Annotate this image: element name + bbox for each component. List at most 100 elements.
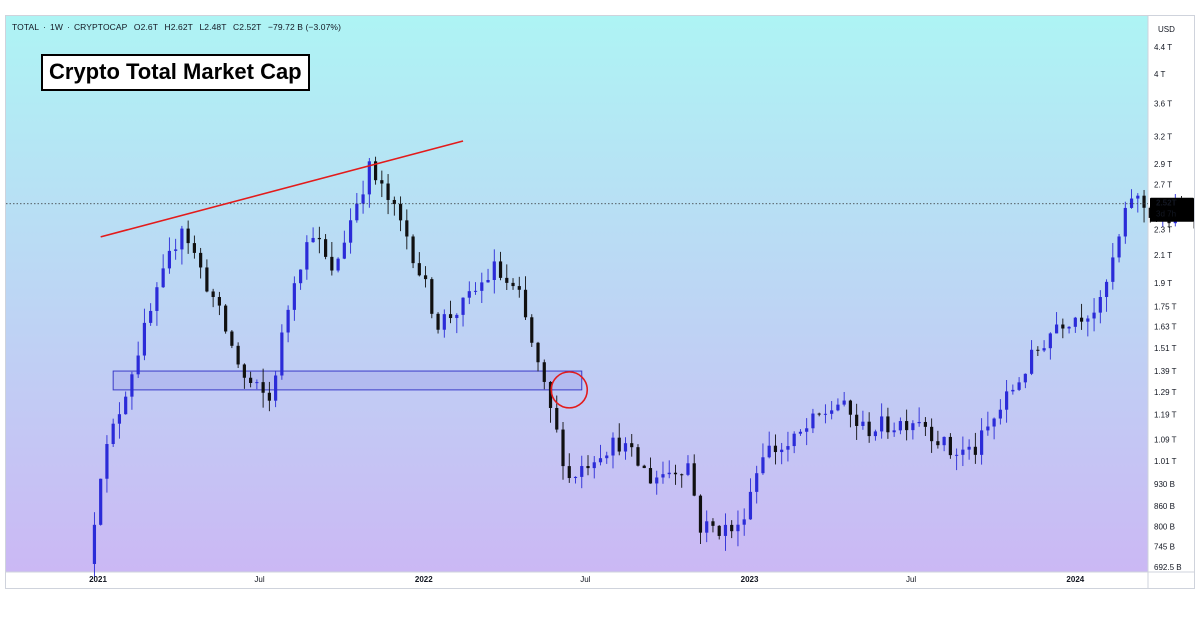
candle [417,252,421,277]
candle [411,234,415,269]
candle [973,432,977,464]
candle [648,457,653,484]
candle [992,417,996,440]
candle [323,234,328,260]
candle [211,288,215,308]
x-tick-label: 2021 [89,575,107,584]
candle [836,398,840,412]
candle [480,272,484,304]
candle [542,359,546,390]
candle [1067,326,1071,334]
candle [498,251,503,281]
candle [636,444,640,467]
candle [249,371,253,388]
candle [1029,340,1034,376]
y-tick-label: 1.63 T [1154,322,1177,331]
candle [998,399,1002,425]
x-tick-label: Jul [580,575,590,584]
candle [817,412,821,417]
candle [930,418,934,453]
candle [511,278,515,290]
candle [667,460,671,479]
candle [1017,377,1021,392]
y-tick-label: 800 B [1154,522,1175,531]
candle [1104,279,1109,312]
overlays-layer [6,140,1148,409]
candle [136,341,140,378]
candle [742,508,746,536]
candle [773,434,778,465]
candle [967,439,971,460]
candle [392,196,396,216]
candle [786,431,790,462]
y-tick-label: 3.6 T [1154,99,1172,108]
candle [561,421,565,480]
candle [842,391,846,407]
candle [892,422,896,437]
price-tag-value: 2.52T [1156,199,1177,208]
candle [567,453,571,483]
candle [286,305,290,343]
candle [305,235,309,280]
candle [267,381,271,412]
legend-high: H2.62T [164,22,193,32]
candle [1117,233,1121,263]
y-tick-label: 692.5 B [1154,563,1182,572]
candle [811,408,815,434]
candle [242,363,246,389]
candle [867,412,871,443]
candle [1079,303,1084,330]
candle [274,370,278,408]
candle [405,209,409,250]
candle [105,435,109,493]
legend-interval[interactable]: 1W [50,22,63,32]
y-tick-label: 3.2 T [1154,133,1172,142]
chart-svg[interactable]: 692.5 B 745 B 800 B 860 B 930 B 1.01 T 1.09 T 1… [6,16,1195,589]
plot-background [6,16,1148,572]
candle [1054,312,1059,334]
candle [486,268,490,283]
candle [355,192,359,223]
symbol-legend: TOTAL · 1W · CRYPTOCAP O2.6T H2.62T L2.48T C… [12,22,342,32]
candle [492,249,496,294]
y-tick-label: 1.09 T [1154,435,1177,444]
y-tick-label: 2.9 T [1154,160,1172,169]
candle [467,281,471,305]
candle [623,437,628,460]
y-tick-label: 1.39 T [1154,367,1177,376]
y-tick-label: 930 B [1154,480,1175,489]
candle [873,429,878,441]
candle [255,379,259,390]
candle [880,403,884,439]
currency-label[interactable]: USD [1158,25,1175,34]
price-axis-background [1148,16,1194,588]
candle [923,417,927,437]
candle [548,381,553,423]
y-tick-label: 2.1 T [1154,251,1172,260]
highlight-circle [550,371,589,409]
candle [1129,189,1134,209]
candle [780,442,784,465]
legend-symbol[interactable]: TOTAL [12,22,40,32]
candle [748,478,753,520]
candle [167,237,172,274]
candle [761,443,765,475]
candle [573,476,578,484]
candle [592,456,596,479]
support-zone [112,370,583,391]
candle [586,455,590,476]
candle [830,401,834,420]
y-tick-label: 2.7 T [1154,180,1172,189]
trendline [100,140,464,238]
candle [1011,384,1015,395]
candle [955,448,959,471]
candle [436,312,440,334]
candle [224,304,228,334]
candle [1142,189,1146,223]
candle [605,451,609,464]
candle [330,242,334,276]
candle [205,259,209,293]
candle [1086,315,1090,337]
candle [730,520,734,539]
y-tick-label: 1.29 T [1154,388,1177,397]
